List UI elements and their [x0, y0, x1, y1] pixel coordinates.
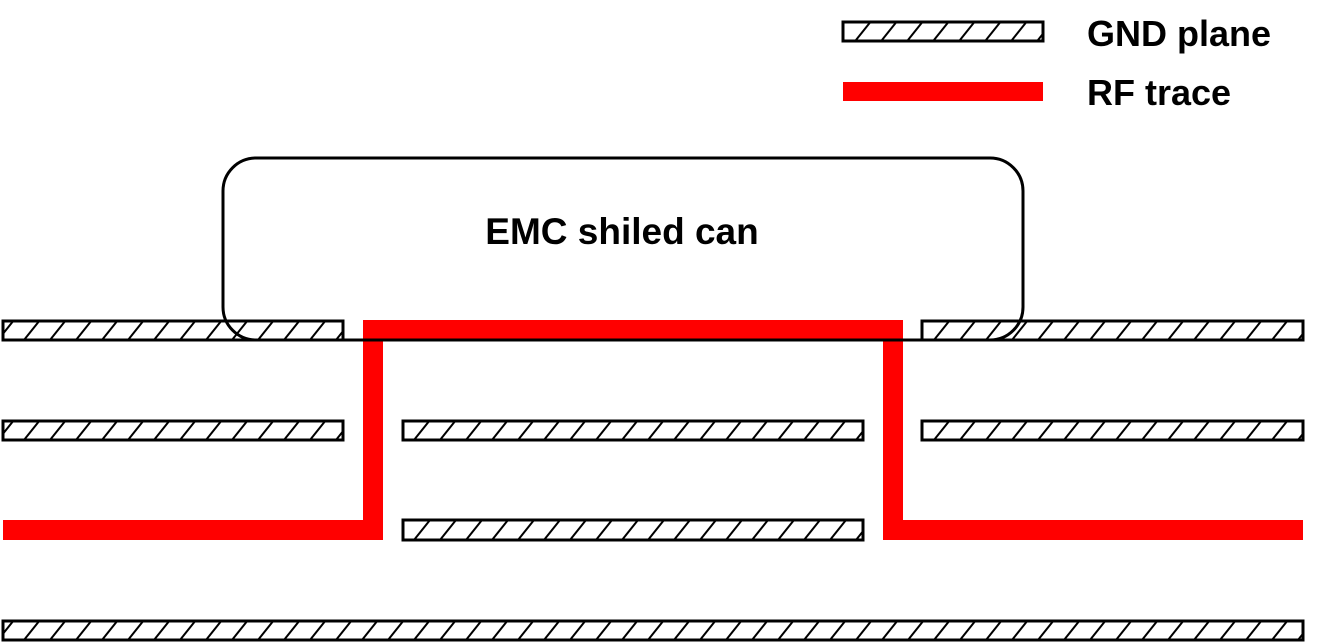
legend-rf-swatch — [843, 82, 1043, 101]
gnd-plane-l2-center — [401, 419, 865, 442]
legend-gnd-label: GND plane — [1087, 13, 1271, 54]
emc-shield-label: EMC shiled can — [485, 211, 758, 252]
gnd-plane-top-left — [1, 319, 345, 342]
rf-trace — [3, 320, 1303, 540]
gnd-planes — [1, 319, 1305, 642]
gnd-plane-l2-right — [920, 419, 1305, 442]
gnd-plane-l2-left — [1, 419, 345, 442]
gnd-plane-l3-center — [401, 518, 865, 542]
emc-shield-can — [221, 156, 1025, 342]
legend: GND plane RF trace — [841, 13, 1271, 113]
gnd-plane-bottom — [1, 619, 1305, 642]
legend-gnd-swatch — [841, 20, 1045, 43]
gnd-plane-top-right — [920, 319, 1305, 342]
legend-rf-label: RF trace — [1087, 72, 1231, 113]
